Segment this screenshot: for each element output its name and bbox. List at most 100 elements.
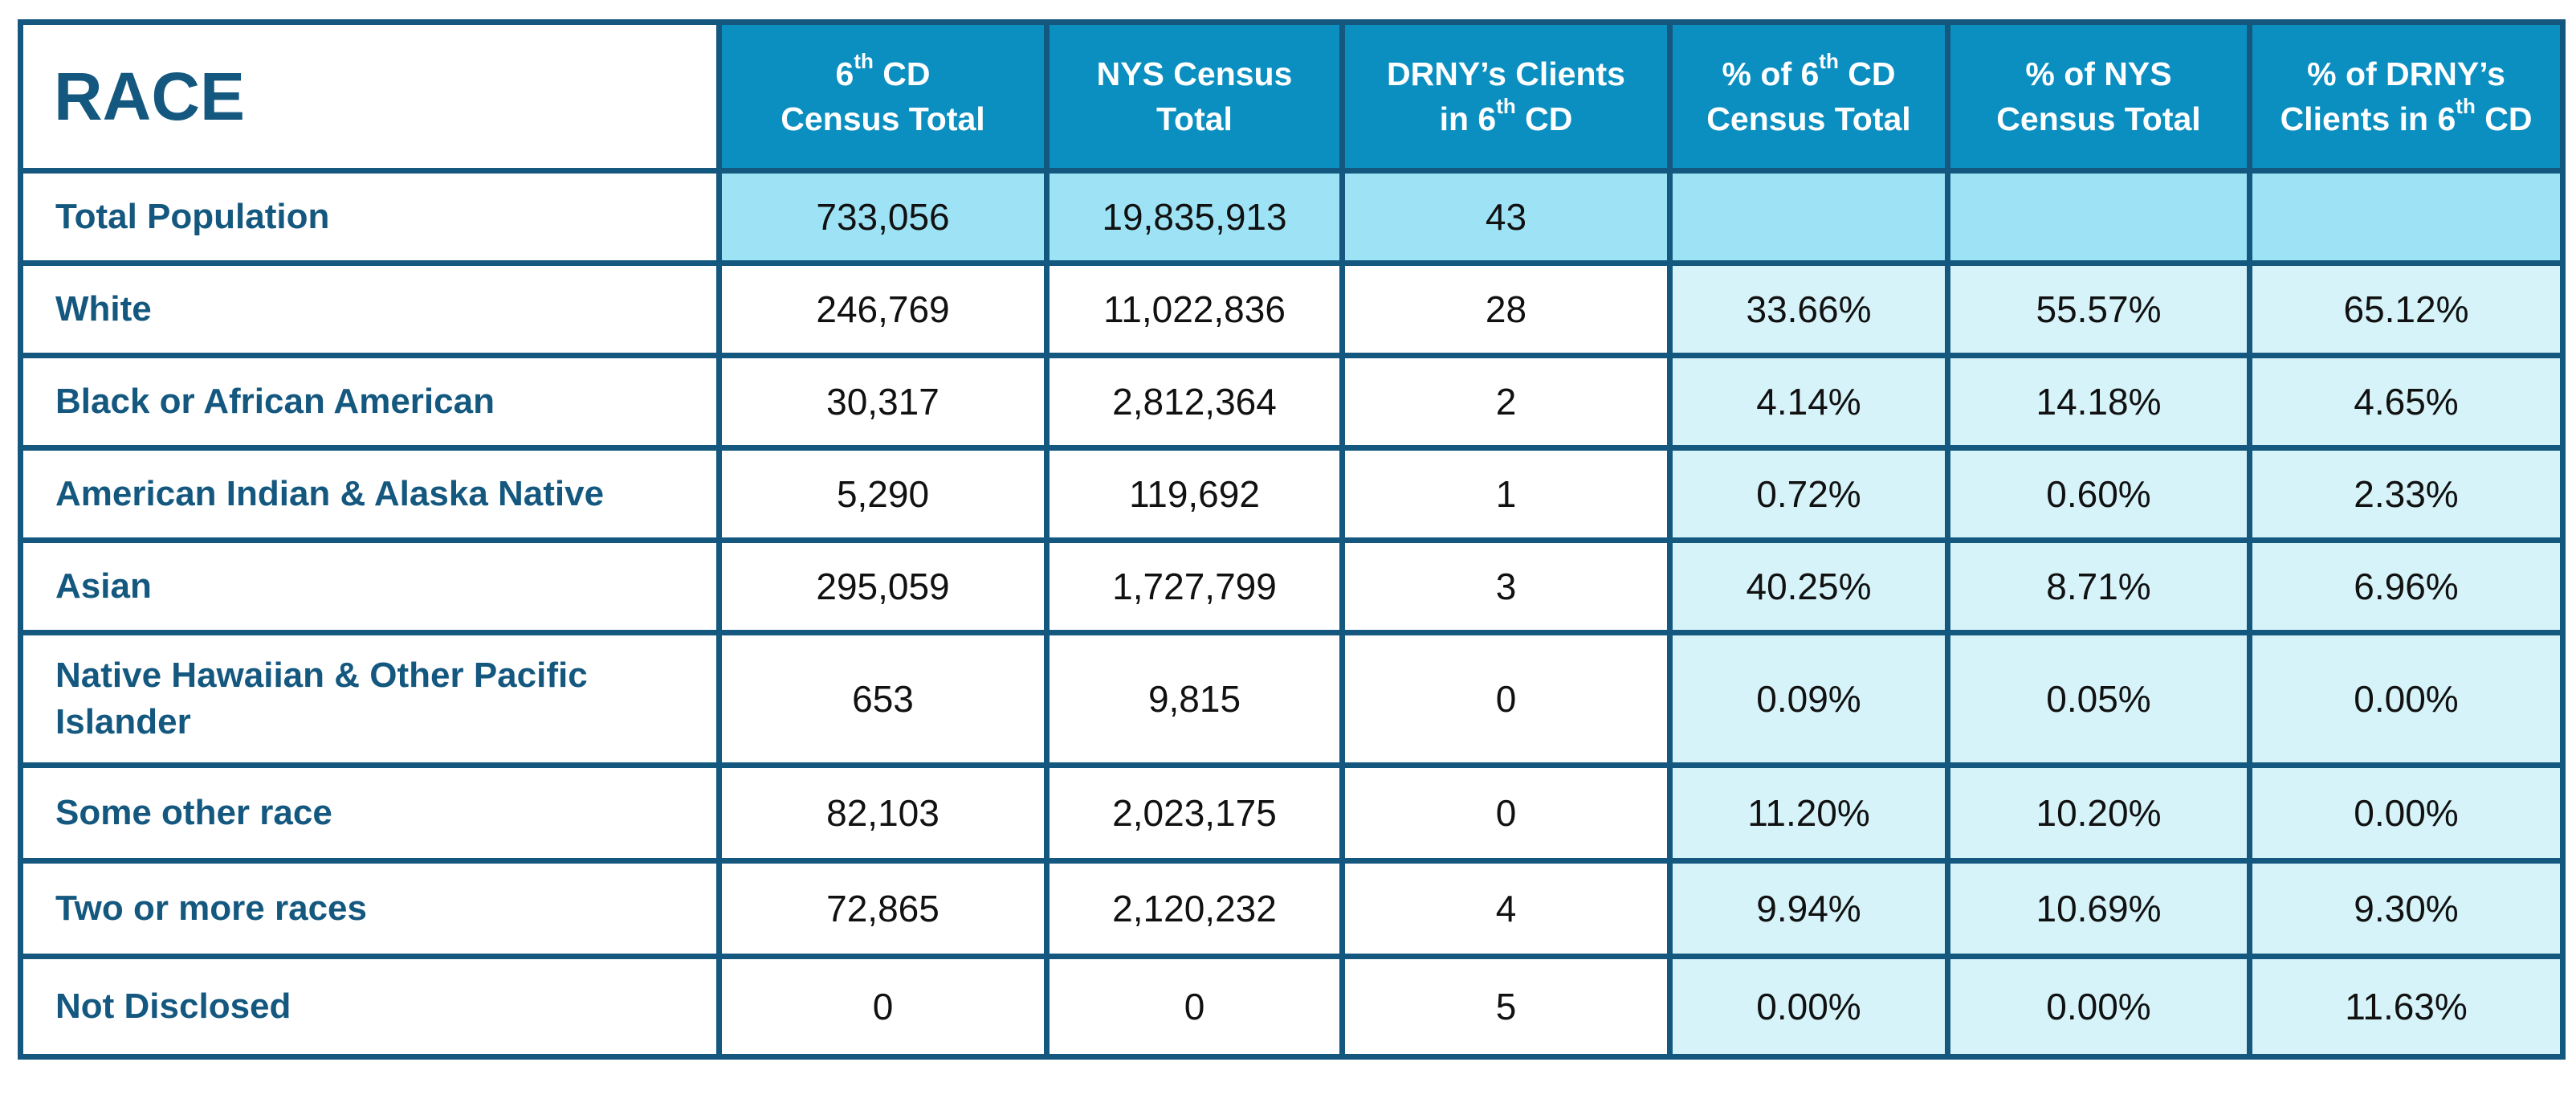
table-row: Black or African American 30,317 2,812,3… [18,353,2566,451]
cell-pct-nys: 0.05% [1945,630,2252,768]
table-row: Total Population 733,056 19,835,913 43 [18,168,2566,266]
header-text: Census Total [1996,100,2201,137]
cell-pct-cd: 40.25% [1667,537,1950,635]
cell-clients: 4 [1339,858,1673,959]
header-text: Clients in 6 [2280,100,2456,137]
cell-pct-cd: 0.00% [1667,954,1950,1060]
header-text: % of DRNY’s [2307,55,2505,92]
cell-pct-clients: 9.30% [2247,858,2566,959]
header-text: CD [1515,100,1573,137]
cell-pct-clients: 4.65% [2247,353,2566,451]
cell-nys-total: 2,023,175 [1044,762,1345,864]
header-sup: th [854,49,874,74]
cell-nys-total: 1,727,799 [1044,537,1345,635]
header-text: CD [2475,100,2533,137]
header-pct-nys-census: % of NYS Census Total [1945,19,2252,174]
cell-pct-clients: 2.33% [2247,445,2566,543]
header-pct-cd-census: % of 6th CD Census Total [1667,19,1950,174]
cell-clients: 43 [1339,168,1673,266]
cell-pct-nys: 0.00% [1945,954,2252,1060]
header-drny-clients: DRNY’s Clients in 6th CD [1339,19,1673,174]
cell-cd-total: 295,059 [716,537,1050,635]
cell-pct-cd: 33.66% [1667,260,1950,358]
cell-clients: 3 [1339,537,1673,635]
row-label: Native Hawaiian & Other Pacific Islander [18,630,722,768]
row-label: Total Population [18,168,722,266]
header-sup: th [1496,94,1516,119]
table-title: RACE [18,19,722,174]
cell-pct-cd [1667,168,1950,266]
row-label: Not Disclosed [18,954,722,1060]
cell-pct-nys: 0.60% [1945,445,2252,543]
header-sup: th [1819,49,1839,74]
cell-cd-total: 0 [716,954,1050,1060]
header-text: Total [1156,100,1233,137]
header-text: % of NYS [2025,55,2172,92]
header-text: Census Total [781,100,985,137]
cell-pct-nys: 10.20% [1945,762,2252,864]
cell-pct-nys: 10.69% [1945,858,2252,959]
race-table-container: RACE 6th CD Census Total NYS Census Tota… [18,19,2566,1060]
cell-clients: 2 [1339,353,1673,451]
header-text: % of 6 [1722,55,1820,92]
cell-nys-total: 9,815 [1044,630,1345,768]
header-text: NYS Census [1096,55,1293,92]
cell-cd-total: 653 [716,630,1050,768]
cell-clients: 5 [1339,954,1673,1060]
cell-pct-clients: 6.96% [2247,537,2566,635]
header-row: RACE 6th CD Census Total NYS Census Tota… [18,19,2566,174]
table-row: American Indian & Alaska Native 5,290 11… [18,445,2566,543]
row-label: Black or African American [18,353,722,451]
cell-nys-total: 2,120,232 [1044,858,1345,959]
race-table: RACE 6th CD Census Total NYS Census Tota… [18,19,2566,1060]
cell-nys-total: 0 [1044,954,1345,1060]
cell-pct-cd: 4.14% [1667,353,1950,451]
cell-pct-clients: 0.00% [2247,630,2566,768]
cell-pct-clients: 65.12% [2247,260,2566,358]
cell-pct-clients: 0.00% [2247,762,2566,864]
cell-cd-total: 733,056 [716,168,1050,266]
cell-cd-total: 5,290 [716,445,1050,543]
cell-pct-nys: 55.57% [1945,260,2252,358]
cell-nys-total: 2,812,364 [1044,353,1345,451]
cell-cd-total: 82,103 [716,762,1050,864]
cell-pct-clients [2247,168,2566,266]
cell-pct-nys: 14.18% [1945,353,2252,451]
row-label: Asian [18,537,722,635]
header-pct-drny-clients: % of DRNY’s Clients in 6th CD [2247,19,2566,174]
header-text: 6 [835,55,854,92]
cell-pct-cd: 9.94% [1667,858,1950,959]
table-row: White 246,769 11,022,836 28 33.66% 55.57… [18,260,2566,358]
table-row: Not Disclosed 0 0 5 0.00% 0.00% 11.63% [18,954,2566,1060]
header-text: CD [873,55,931,92]
row-label: Two or more races [18,858,722,959]
header-text: DRNY’s Clients [1387,55,1625,92]
cell-pct-nys: 8.71% [1945,537,2252,635]
cell-nys-total: 19,835,913 [1044,168,1345,266]
table-row: Asian 295,059 1,727,799 3 40.25% 8.71% 6… [18,537,2566,635]
cell-nys-total: 119,692 [1044,445,1345,543]
cell-clients: 28 [1339,260,1673,358]
table-row: Some other race 82,103 2,023,175 0 11.20… [18,762,2566,864]
header-text: CD [1838,55,1896,92]
cell-pct-cd: 0.72% [1667,445,1950,543]
header-cd-census-total: 6th CD Census Total [716,19,1050,174]
cell-pct-cd: 11.20% [1667,762,1950,864]
cell-clients: 1 [1339,445,1673,543]
table-row: Native Hawaiian & Other Pacific Islander… [18,630,2566,768]
cell-clients: 0 [1339,630,1673,768]
header-text: in 6 [1439,100,1497,137]
header-text: Census Total [1706,100,1911,137]
row-label: American Indian & Alaska Native [18,445,722,543]
cell-cd-total: 72,865 [716,858,1050,959]
cell-nys-total: 11,022,836 [1044,260,1345,358]
header-sup: th [2456,94,2476,119]
cell-clients: 0 [1339,762,1673,864]
row-label: White [18,260,722,358]
cell-cd-total: 30,317 [716,353,1050,451]
row-label: Some other race [18,762,722,864]
table-row: Two or more races 72,865 2,120,232 4 9.9… [18,858,2566,959]
cell-cd-total: 246,769 [716,260,1050,358]
header-nys-census-total: NYS Census Total [1044,19,1345,174]
cell-pct-cd: 0.09% [1667,630,1950,768]
